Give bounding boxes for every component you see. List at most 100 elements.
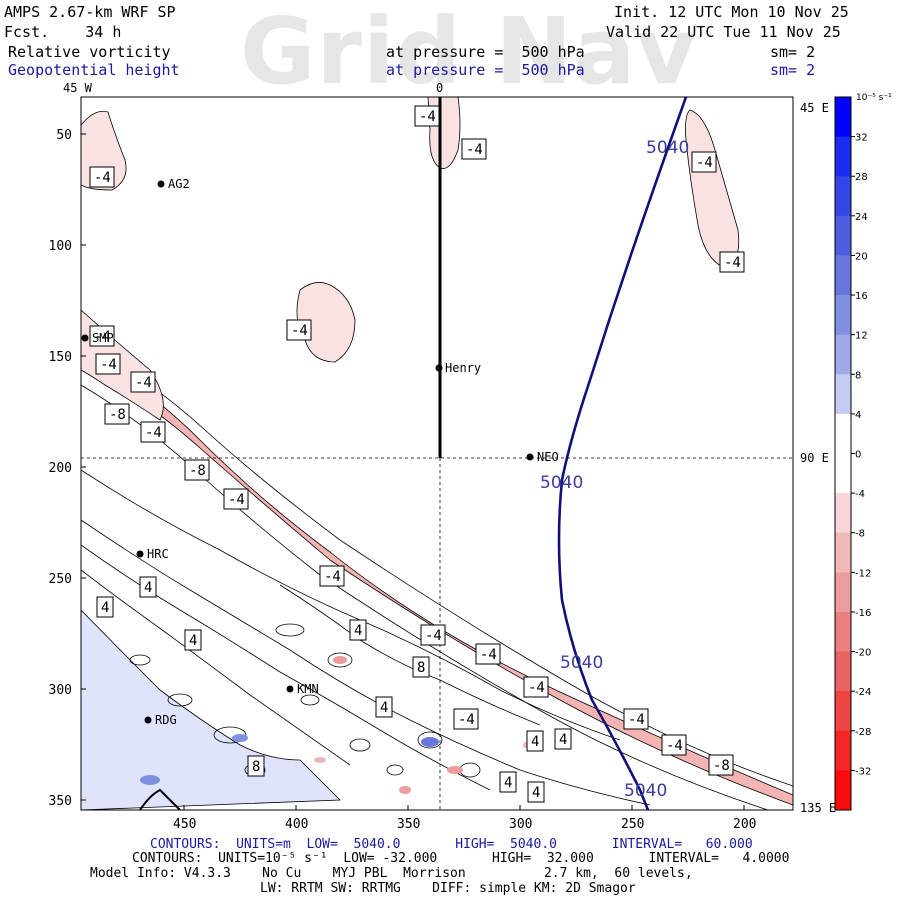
colorbar-tick-label: -12 bbox=[855, 568, 871, 579]
colorbar-tick-label: 24 bbox=[855, 212, 868, 223]
model-title: AMPS 2.67-km WRF SP bbox=[4, 3, 176, 21]
vort-label: -4 bbox=[135, 375, 152, 391]
y-axis: 50 100 150 200 250 300 350 bbox=[49, 128, 86, 809]
colorbar-cell bbox=[835, 651, 851, 692]
x-tick-label: 250 bbox=[621, 817, 644, 832]
init-time: Init. 12 UTC Mon 10 Nov 25 bbox=[614, 3, 849, 21]
y-tick-label: 200 bbox=[49, 461, 72, 476]
lon-label-45e: 45 E bbox=[800, 101, 829, 115]
colorbar-cell bbox=[835, 730, 851, 771]
colorbar-cell bbox=[835, 97, 851, 138]
colorbar-unit: 10⁻⁵ s⁻¹ bbox=[856, 93, 892, 103]
vort-label: -4 bbox=[100, 357, 117, 373]
footer-model-info: Model Info: V4.3.3 No Cu MYJ PBL Morriso… bbox=[90, 866, 693, 881]
field2-smoothing: sm= 2 bbox=[770, 61, 816, 79]
station-kmn: KMN bbox=[286, 682, 319, 696]
height-contour-5040 bbox=[557, 97, 688, 810]
vort-label: 4 bbox=[504, 775, 512, 791]
colorbar-cell bbox=[835, 611, 851, 653]
watermark: Grid Nav bbox=[240, 0, 698, 105]
colorbar-cell bbox=[835, 453, 851, 494]
y-tick-label: 100 bbox=[49, 239, 72, 254]
height-label: 5040 bbox=[540, 473, 583, 493]
neg-vorticity-band-outer2 bbox=[81, 384, 770, 810]
station-rdg: RDG bbox=[144, 713, 177, 727]
vort-label: -4 bbox=[480, 647, 497, 663]
colorbar-cell bbox=[835, 295, 851, 336]
y-tick-label: 350 bbox=[49, 794, 72, 809]
colorbar-tick-label: -20 bbox=[855, 648, 871, 659]
vort-label: -4 bbox=[724, 255, 741, 271]
lon-label-45w: 45 W bbox=[63, 81, 93, 95]
lon-label-135e: 135 E bbox=[800, 801, 836, 815]
station-hrc: HRC bbox=[136, 547, 169, 561]
height-contour-labels: 5040 5040 5040 5040 bbox=[540, 138, 689, 801]
station-smp: SMP bbox=[81, 331, 114, 345]
field2-pressure: at pressure = 500 hPa bbox=[386, 61, 585, 79]
svg-text:SMP: SMP bbox=[92, 331, 114, 345]
x-tick-label: 300 bbox=[509, 817, 532, 832]
forecast-hour: Fcst. 34 h bbox=[4, 23, 122, 41]
x-axis: 450 400 350 300 250 200 bbox=[173, 805, 756, 832]
svg-text:HRC: HRC bbox=[147, 547, 169, 561]
svg-text:NEO: NEO bbox=[537, 450, 559, 464]
colorbar: 10⁻⁵ s⁻¹ 32 28 24 20 16 12 8 4 0 -4 -8 -12 -16 -20 -24… bbox=[834, 93, 892, 811]
vort-label: -8 bbox=[109, 407, 126, 423]
vort-label: -4 bbox=[228, 492, 245, 508]
colorbar-tick-label: -4 bbox=[855, 489, 865, 500]
svg-text:RDG: RDG bbox=[155, 713, 177, 727]
height-label: 5040 bbox=[624, 781, 667, 801]
y-tick-label: 300 bbox=[49, 683, 72, 698]
colorbar-cell bbox=[835, 255, 851, 296]
colorbar-cell bbox=[835, 136, 851, 177]
x-tick-label: 350 bbox=[397, 817, 420, 832]
station-henry: Henry bbox=[435, 361, 481, 375]
vort-label: -4 bbox=[466, 142, 483, 158]
plot-frame bbox=[80, 96, 794, 811]
colorbar-cell bbox=[835, 215, 851, 256]
vort-label: -4 bbox=[94, 170, 111, 186]
vort-label: -4 bbox=[425, 628, 442, 644]
x-tick-label: 450 bbox=[173, 817, 196, 832]
colorbar-tick-label: 20 bbox=[855, 251, 868, 262]
field1-name: Relative vorticity bbox=[8, 43, 171, 61]
vort-label: -4 bbox=[666, 738, 683, 754]
vort-label: 4 bbox=[101, 600, 109, 616]
vort-label: -4 bbox=[696, 155, 713, 171]
vort-label: 8 bbox=[252, 759, 260, 775]
station-ag2: AG2 bbox=[157, 177, 190, 191]
colorbar-cell bbox=[835, 532, 851, 573]
longitude-labels: 45 W 0 45 E 90 E 135 E bbox=[63, 81, 836, 815]
colorbar-cell bbox=[835, 572, 851, 613]
y-tick-label: 250 bbox=[49, 572, 72, 587]
colorbar-tick-label: 28 bbox=[855, 172, 868, 183]
colorbar-tick-label: 32 bbox=[855, 133, 868, 144]
field1-smoothing: sm= 2 bbox=[770, 43, 816, 61]
colorbar-tick-label: 0 bbox=[855, 450, 861, 461]
field1-pressure: at pressure = 500 hPa bbox=[386, 43, 585, 61]
valid-time: Valid 22 UTC Tue 11 Nov 25 bbox=[606, 23, 841, 41]
colorbar-tick-label: -24 bbox=[855, 687, 871, 698]
svg-text:AG2: AG2 bbox=[168, 177, 190, 191]
colorbar-tick-label: 4 bbox=[855, 410, 861, 421]
colorbar-cell bbox=[835, 413, 851, 454]
colorbar-cell bbox=[835, 334, 851, 375]
footer-height-contours: CONTOURS: UNITS=m LOW= 5040.0 HIGH= 5040… bbox=[150, 837, 753, 852]
colorbar-cell bbox=[835, 493, 851, 534]
colorbar-tick-label: -16 bbox=[855, 608, 871, 619]
vort-label: 8 bbox=[417, 660, 425, 676]
map-plot-area: 5040 5040 5040 5040 bbox=[81, 97, 793, 810]
colorbar-tick-label: -8 bbox=[855, 529, 865, 540]
y-tick-label: 150 bbox=[49, 350, 72, 365]
footer-physics: LW: RRTM SW: RRTMG DIFF: simple KM: 2D S… bbox=[260, 881, 636, 896]
vort-label: -8 bbox=[713, 758, 730, 774]
vort-label: 4 bbox=[189, 633, 197, 649]
height-label: 5040 bbox=[646, 138, 689, 158]
vort-label: -4 bbox=[528, 680, 545, 696]
vort-label: -4 bbox=[94, 329, 111, 345]
colorbar-cell bbox=[835, 770, 851, 811]
vort-label: -4 bbox=[145, 425, 162, 441]
colorbar-tick-label: 16 bbox=[855, 291, 868, 302]
vort-label: 4 bbox=[559, 732, 567, 748]
height-label: 5040 bbox=[560, 653, 603, 673]
